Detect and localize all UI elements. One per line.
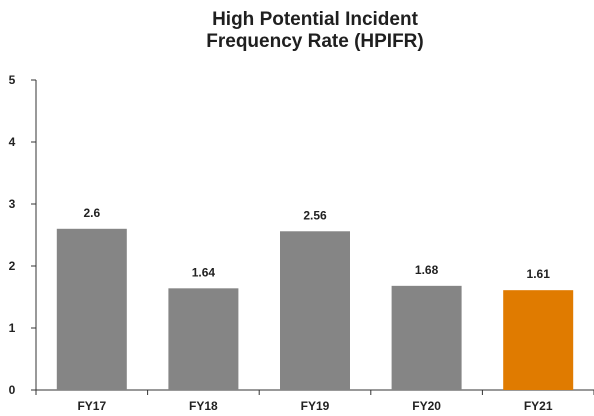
bar-fy18 [168, 288, 239, 390]
bar-fy19 [280, 231, 350, 390]
x-tick-label: FY20 [412, 399, 441, 413]
bar-fy20 [391, 285, 462, 390]
y-tick-label: 0 [9, 383, 16, 397]
bar-fy17 [56, 228, 127, 390]
data-label: 1.64 [192, 265, 216, 279]
x-tick-label: FY17 [77, 399, 106, 413]
y-tick-label: 4 [9, 135, 16, 149]
x-tick-label: FY19 [301, 399, 330, 413]
y-tick-label: 1 [9, 321, 16, 335]
data-label: 1.68 [415, 263, 439, 277]
chart-title: High Potential Incident Frequency Rate (… [0, 9, 594, 53]
y-tick-label: 2 [9, 259, 16, 273]
x-tick-label: FY18 [189, 399, 218, 413]
data-label: 2.56 [303, 208, 327, 222]
y-tick-label: 5 [9, 73, 16, 87]
x-tick-label: FY21 [524, 399, 553, 413]
y-tick-label: 3 [9, 197, 16, 211]
data-label: 2.6 [83, 206, 100, 220]
data-label: 1.61 [527, 267, 551, 281]
bar-fy21 [503, 290, 574, 390]
chart-title-line-2: Frequency Rate (HPIFR) [206, 31, 424, 52]
chart-title-line-1: High Potential Incident [212, 9, 418, 30]
